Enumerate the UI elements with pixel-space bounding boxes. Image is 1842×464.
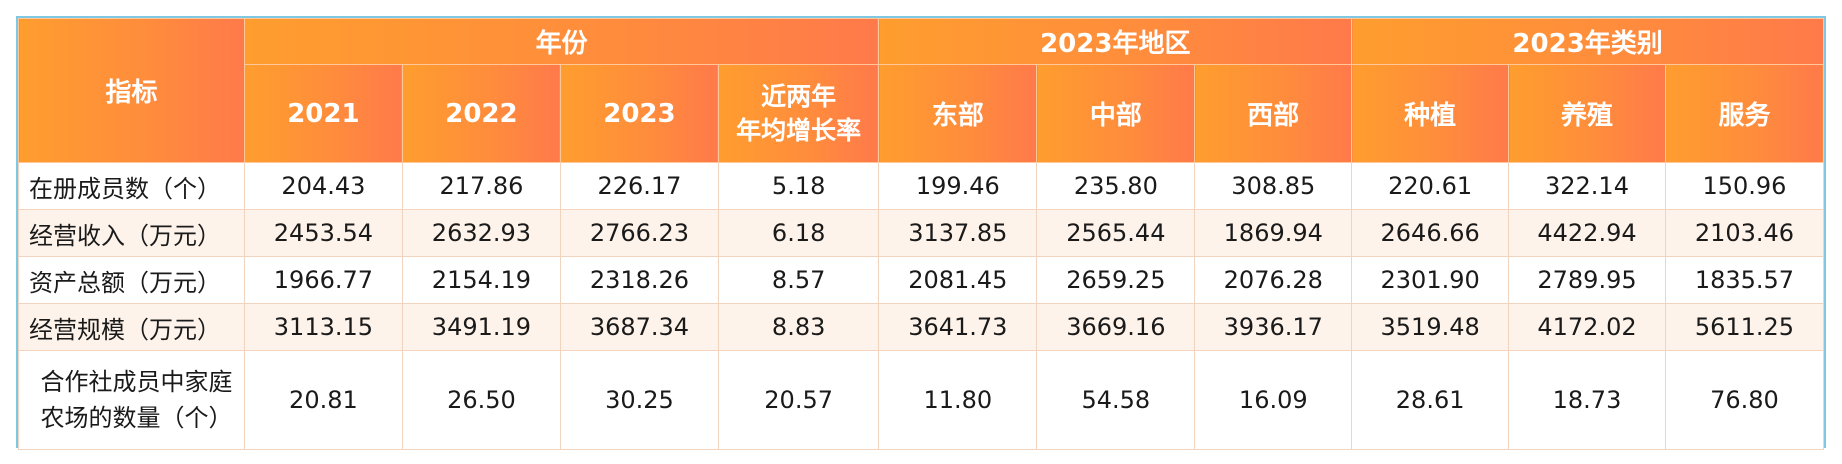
- header-row-columns: 2021 2022 2023 近两年 年均增长率 东部 中部 西部 种植 养殖 …: [19, 64, 1825, 163]
- table-cell: 3687.34: [559, 303, 719, 351]
- table-cell: 322.14: [1508, 162, 1666, 210]
- header-col-west: 西部: [1194, 64, 1353, 163]
- table-cell: 4172.02: [1508, 303, 1666, 351]
- table-cell: 204.43: [243, 162, 403, 210]
- header-col-2021: 2021: [243, 64, 403, 163]
- header-indicator: 指标: [18, 18, 245, 163]
- row-label-line2: 农场的数量（个）: [40, 404, 233, 432]
- header-col-growth-rate: 近两年 年均增长率: [717, 64, 880, 163]
- table-row: 在册成员数（个） 204.43 217.86 226.17 5.18 199.4…: [18, 162, 1825, 210]
- header-col-service: 服务: [1664, 64, 1825, 163]
- table-cell: 2659.25: [1036, 256, 1196, 304]
- table-cell: 3113.15: [243, 303, 403, 351]
- header-group-year: 年份: [243, 18, 880, 65]
- table-cell: 28.61: [1351, 350, 1510, 450]
- table-cell: 2646.66: [1351, 209, 1510, 257]
- table-cell: 199.46: [878, 162, 1038, 210]
- table-cell: 2789.95: [1508, 256, 1666, 304]
- table-cell: 2766.23: [559, 209, 719, 257]
- table-cell: 18.73: [1508, 350, 1666, 450]
- table-cell: 2565.44: [1036, 209, 1196, 257]
- row-label: 经营规模（万元）: [18, 303, 245, 351]
- table-cell: 217.86: [401, 162, 561, 210]
- table-cell: 3669.16: [1036, 303, 1196, 351]
- table-cell: 2453.54: [243, 209, 403, 257]
- table-cell: 30.25: [559, 350, 719, 450]
- row-label-line1: 合作社成员中家庭: [40, 368, 233, 396]
- table-cell: 16.09: [1194, 350, 1353, 450]
- table-cell: 1869.94: [1194, 209, 1353, 257]
- row-label: 经营收入（万元）: [18, 209, 245, 257]
- table-cell: 3936.17: [1194, 303, 1353, 351]
- header-group-category: 2023年类别: [1351, 18, 1824, 65]
- table-row: 经营收入（万元） 2453.54 2632.93 2766.23 6.18 31…: [18, 209, 1825, 257]
- header-col-growth-rate-line2: 年均增长率: [736, 115, 862, 145]
- table-cell: 5611.25: [1664, 303, 1825, 351]
- table-row: 合作社成员中家庭 农场的数量（个） 20.81 26.50 30.25 20.5…: [18, 350, 1825, 450]
- table-cell: 4422.94: [1508, 209, 1666, 257]
- row-label: 在册成员数（个）: [18, 162, 245, 210]
- table-cell: 20.81: [243, 350, 403, 450]
- table-cell: 6.18: [717, 209, 880, 257]
- table-cell: 2632.93: [401, 209, 561, 257]
- table-cell: 2301.90: [1351, 256, 1510, 304]
- table-cell: 76.80: [1664, 350, 1825, 450]
- statistics-table: 指标 年份 2023年地区 2023年类别 2021 2022 2023 近两年…: [18, 18, 1825, 450]
- table-cell: 1966.77: [243, 256, 403, 304]
- header-group-region: 2023年地区: [878, 18, 1353, 65]
- table-cell: 20.57: [717, 350, 880, 450]
- table-cell: 1835.57: [1664, 256, 1825, 304]
- header-col-2023: 2023: [559, 64, 719, 163]
- header-col-east: 东部: [878, 64, 1038, 163]
- table-cell: 11.80: [878, 350, 1038, 450]
- table-cell: 235.80: [1036, 162, 1196, 210]
- header-col-planting: 种植: [1351, 64, 1510, 163]
- table-cell: 150.96: [1664, 162, 1825, 210]
- header-col-2022: 2022: [401, 64, 561, 163]
- table-cell: 2076.28: [1194, 256, 1353, 304]
- table-row: 经营规模（万元） 3113.15 3491.19 3687.34 8.83 36…: [18, 303, 1825, 351]
- table-cell: 3137.85: [878, 209, 1038, 257]
- table-cell: 54.58: [1036, 350, 1196, 450]
- table-cell: 5.18: [717, 162, 880, 210]
- table-cell: 226.17: [559, 162, 719, 210]
- header-row-groups: 指标 年份 2023年地区 2023年类别: [18, 18, 1824, 163]
- table-row: 资产总额（万元） 1966.77 2154.19 2318.26 8.57 20…: [18, 256, 1825, 304]
- table-cell: 2081.45: [878, 256, 1038, 304]
- table-cell: 3519.48: [1351, 303, 1510, 351]
- table-cell: 26.50: [401, 350, 561, 450]
- table-cell: 2318.26: [559, 256, 719, 304]
- table-cell: 3491.19: [401, 303, 561, 351]
- table-cell: 2103.46: [1664, 209, 1825, 257]
- header-col-growth-rate-line1: 近两年: [761, 81, 837, 111]
- header-col-central: 中部: [1036, 64, 1196, 163]
- row-label: 合作社成员中家庭 农场的数量（个）: [18, 350, 245, 450]
- table-cell: 8.57: [717, 256, 880, 304]
- table-cell: 220.61: [1351, 162, 1510, 210]
- table-cell: 3641.73: [878, 303, 1038, 351]
- data-table-container: 指标 年份 2023年地区 2023年类别 2021 2022 2023 近两年…: [16, 16, 1826, 450]
- row-label: 资产总额（万元）: [18, 256, 245, 304]
- header-col-breeding: 养殖: [1508, 64, 1666, 163]
- table-cell: 8.83: [717, 303, 880, 351]
- table-cell: 308.85: [1194, 162, 1353, 210]
- table-cell: 2154.19: [401, 256, 561, 304]
